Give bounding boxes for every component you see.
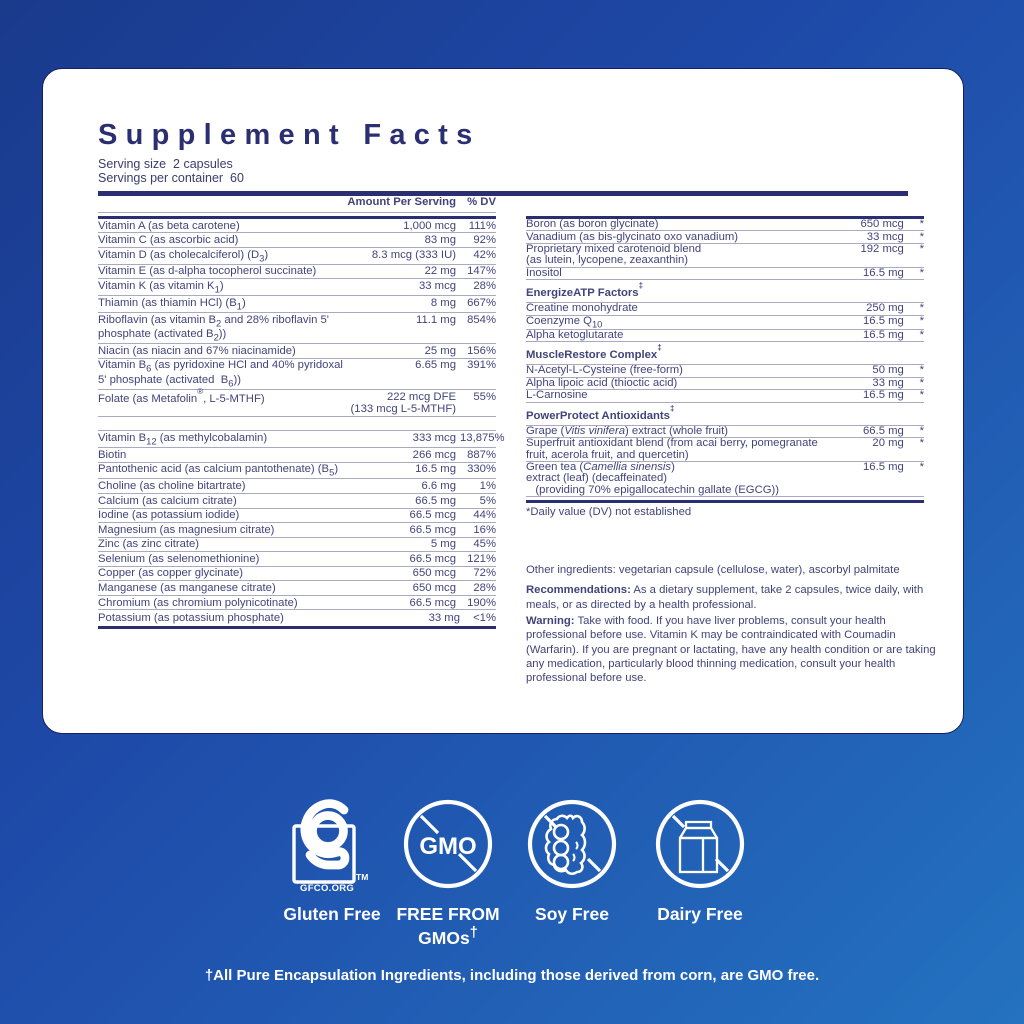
- svg-text:TM: TM: [356, 872, 368, 882]
- svg-text:GMO: GMO: [419, 833, 476, 860]
- svg-text:GFCO.ORG: GFCO.ORG: [300, 883, 354, 894]
